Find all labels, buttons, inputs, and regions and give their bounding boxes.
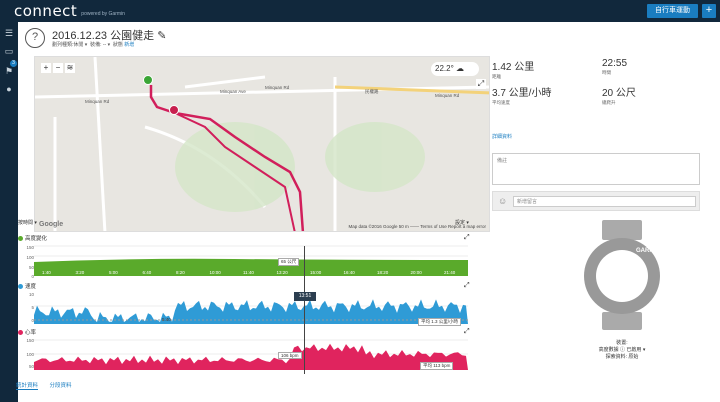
stat-speed: 3.7 公里/小時 平均速度 bbox=[492, 88, 552, 105]
main-content: ? 2016.12.23 公園健走 ✎ 劃列種類:休閒 ▾ 裝備: -- ▾ 狀… bbox=[18, 22, 720, 402]
stat-distance: 1.42 公里 距離 bbox=[492, 62, 535, 79]
challenges-icon[interactable]: ⚑ bbox=[4, 66, 14, 76]
add-status-link[interactable]: 新增 bbox=[124, 42, 135, 48]
tab-bar: 統計資料 分段資料 bbox=[16, 381, 72, 390]
stat-time: 22:55 時間 bbox=[602, 58, 628, 75]
activity-type-icon[interactable]: ? bbox=[25, 28, 45, 48]
expand-icon[interactable]: ⤢ bbox=[464, 234, 470, 241]
notes-placeholder: 備註 bbox=[497, 158, 508, 164]
chart-cursor[interactable] bbox=[304, 246, 305, 374]
weather-badge: 22.2° ☁ bbox=[431, 62, 479, 76]
device-source: 探索資料: 原始 bbox=[605, 354, 639, 360]
time-tick: 21:40 bbox=[444, 270, 456, 275]
add-activity-button[interactable]: 自行車運動 bbox=[647, 4, 698, 18]
tick-label: 150 bbox=[26, 245, 34, 250]
tick-label: 100 bbox=[26, 255, 34, 260]
comment-input[interactable]: 新增留言 bbox=[513, 196, 696, 207]
start-marker-icon[interactable] bbox=[143, 75, 153, 85]
time-tick: 6:40 bbox=[142, 270, 152, 275]
device-brand: GARMIN bbox=[636, 248, 660, 254]
zoom-out-button[interactable]: − bbox=[53, 63, 63, 73]
tick-label: 150 bbox=[26, 338, 34, 343]
plus-button[interactable]: + bbox=[702, 4, 716, 18]
elevation-chart[interactable] bbox=[34, 244, 468, 278]
road-label: Minquan Rd bbox=[265, 85, 290, 90]
weather-temp: 22.2° bbox=[435, 64, 454, 73]
comment-box: ☺ 新增留言 bbox=[492, 191, 700, 211]
road-label: Minquan Rd bbox=[435, 93, 460, 98]
time-tick: 15:00 bbox=[310, 270, 322, 275]
speed-chart-label: 速度 bbox=[18, 282, 36, 290]
time-axis: 1:40 3:20 5:00 6:40 8:20 10:00 11:40 13:20 15:00… bbox=[34, 270, 468, 276]
notes-textarea[interactable]: 備註 bbox=[492, 153, 700, 185]
heartrate-tooltip: 106 bpm bbox=[278, 352, 302, 359]
tick-label: 100 bbox=[26, 352, 34, 357]
time-tick: 13:20 bbox=[276, 270, 288, 275]
tick-label: 5 bbox=[31, 305, 34, 310]
avatar-icon: ☺ bbox=[498, 196, 508, 206]
tab-stats[interactable]: 統計資料 bbox=[16, 383, 39, 390]
layers-icon[interactable]: ≋ bbox=[65, 63, 75, 73]
device-watch-icon: GARMIN bbox=[584, 220, 660, 330]
cursor-time-badge: 13:51 bbox=[294, 292, 316, 301]
stat-ascent: 20 公尺 總爬升 bbox=[602, 88, 636, 105]
time-tick: 5:00 bbox=[109, 270, 118, 275]
road-label: Minquan Rd bbox=[85, 99, 110, 104]
cloud-icon: ☁ bbox=[456, 64, 465, 73]
heartrate-chart[interactable] bbox=[34, 338, 468, 370]
tick-label: 0 bbox=[31, 318, 34, 323]
heartrate-chart-label: 心率 bbox=[18, 328, 36, 336]
map-attribution[interactable]: Map data ©2016 Google 50 m —— Terms of U… bbox=[348, 224, 486, 229]
inbox-icon[interactable]: ▭ bbox=[4, 46, 14, 56]
time-tick: 10:00 bbox=[209, 270, 221, 275]
heartrate-average: 平均 113 bpm bbox=[420, 362, 454, 370]
sidebar: ☰ ▭ ⚑ 3 ● bbox=[0, 22, 18, 402]
activity-type-select[interactable]: 劃列種類:休閒 bbox=[52, 42, 84, 48]
time-tick: 11:40 bbox=[243, 270, 254, 275]
speed-chart[interactable] bbox=[34, 292, 468, 324]
activity-subline: 劃列種類:休閒 ▾ 裝備: -- ▾ 狀態 新增 bbox=[52, 42, 135, 48]
google-logo: Google bbox=[39, 221, 64, 228]
device-label: 裝置: bbox=[616, 340, 628, 346]
activity-title[interactable]: 2016.12.23 公園健走 ✎ bbox=[52, 30, 167, 42]
time-tick: 8:20 bbox=[176, 270, 185, 275]
zoom-in-button[interactable]: + bbox=[41, 63, 51, 73]
time-tick: 1:40 bbox=[42, 270, 51, 275]
activity-map[interactable]: + − ≋ 22.2° ☁ ⤢ Minquan Rd Minquan Ave M… bbox=[34, 56, 490, 232]
elevation-tooltip: 65 公尺 bbox=[278, 258, 300, 266]
notification-badge: 3 bbox=[10, 60, 17, 67]
edit-icon[interactable]: ✎ bbox=[157, 30, 167, 42]
speed-time-label: 5:40 bbox=[162, 317, 171, 322]
more-details-link[interactable]: 詳細資料 bbox=[492, 134, 513, 140]
map-canvas bbox=[35, 57, 489, 231]
time-tick: 3:20 bbox=[75, 270, 85, 275]
tick-label: 0 bbox=[31, 274, 34, 279]
speed-average: 平均 1.3 公里/小時 bbox=[418, 318, 462, 326]
time-tick: 18:20 bbox=[377, 270, 389, 275]
tab-laps[interactable]: 分段資料 bbox=[49, 383, 72, 389]
menu-icon[interactable]: ☰ bbox=[4, 28, 14, 38]
status-label: 狀態 bbox=[112, 42, 123, 48]
expand-icon[interactable]: ⤢ bbox=[464, 282, 470, 289]
user-icon[interactable]: ● bbox=[6, 84, 12, 94]
tick-label: 10 bbox=[28, 292, 34, 297]
device-name[interactable]: 高度數據 ⓘ 已啟用 ▾ bbox=[598, 347, 646, 353]
road-label: 民權路 bbox=[365, 89, 379, 94]
tick-label: 50 bbox=[28, 364, 34, 369]
expand-icon[interactable]: ⤢ bbox=[464, 328, 470, 335]
connect-logo[interactable]: connect bbox=[14, 2, 78, 20]
road-label: Minquan Ave bbox=[220, 89, 246, 94]
charts-sort-select[interactable]: 按時間 ▾ bbox=[18, 220, 37, 226]
logo-subtitle: powered by Garmin bbox=[81, 11, 125, 17]
elevation-chart-label: 高度變化 bbox=[18, 234, 47, 242]
tick-label: 50 bbox=[28, 265, 34, 270]
end-marker-icon[interactable] bbox=[169, 105, 179, 115]
equipment-select[interactable]: 裝備: -- bbox=[90, 42, 107, 48]
top-bar: connect powered by Garmin 自行車運動 + bbox=[0, 0, 720, 22]
time-tick: 20:00 bbox=[410, 270, 422, 275]
fullscreen-icon[interactable]: ⤢ bbox=[476, 79, 486, 89]
charts-settings-button[interactable]: 設定 ▾ bbox=[455, 220, 469, 226]
time-tick: 16:40 bbox=[343, 270, 355, 275]
